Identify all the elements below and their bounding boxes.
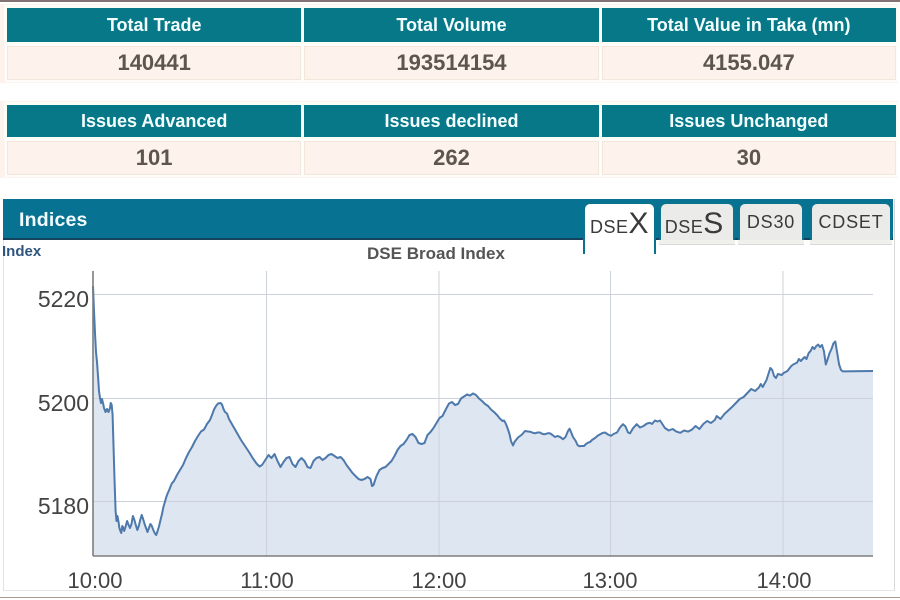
svg-text:14:00: 14:00 [756, 568, 811, 593]
svg-text:12:00: 12:00 [411, 568, 466, 593]
svg-text:5220: 5220 [38, 286, 89, 312]
svg-text:10:00: 10:00 [67, 568, 122, 593]
svg-text:5200: 5200 [38, 390, 89, 416]
svg-text:11:00: 11:00 [240, 568, 293, 593]
svg-text:13:00: 13:00 [582, 568, 637, 593]
svg-text:5180: 5180 [38, 493, 89, 519]
